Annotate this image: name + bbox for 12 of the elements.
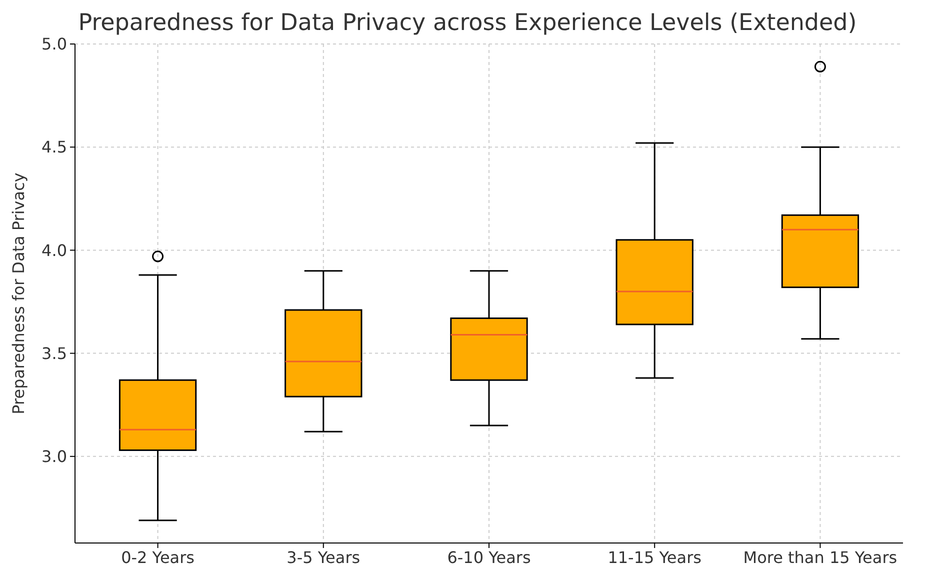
x-tick-label: 0-2 Years: [121, 548, 195, 567]
y-tick-label: 3.0: [42, 446, 67, 466]
y-tick-label: 5.0: [42, 34, 67, 54]
y-tick-label: 4.5: [42, 138, 67, 157]
x-tick-label: More than 15 Years: [743, 548, 898, 567]
chart-title: Preparedness for Data Privacy across Experience Levels (Extended): [78, 10, 857, 36]
y-tick-label: 4.0: [42, 240, 67, 260]
x-tick-label: 11-15 Years: [608, 548, 702, 567]
y-tick-label: 3.5: [42, 344, 67, 363]
x-tick-label: 6-10 Years: [447, 548, 531, 567]
y-axis-title: Preparedness for Data Privacy: [9, 172, 28, 414]
x-tick-label: 3-5 Years: [286, 548, 360, 567]
